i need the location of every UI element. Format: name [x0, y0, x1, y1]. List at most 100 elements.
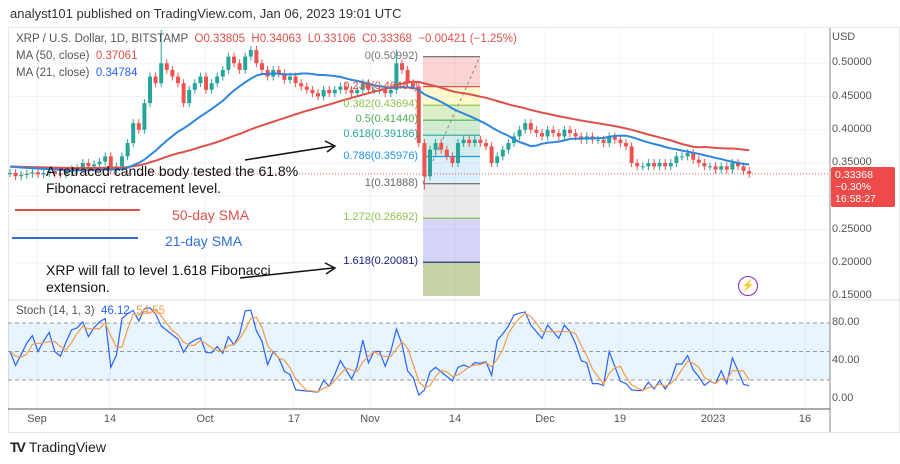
price-tick: 0.40000: [832, 122, 872, 135]
candle: [243, 56, 248, 70]
candle: [702, 163, 707, 167]
price-tick: 0.45000: [832, 89, 872, 102]
candle: [489, 146, 494, 163]
candle: [484, 143, 488, 147]
candle: [187, 89, 192, 104]
candle: [304, 86, 309, 90]
candle: [394, 63, 399, 90]
last-price-tag: 0.33368 −0.30% 16:58:27: [831, 167, 895, 207]
flash-icon[interactable]: ⚡: [738, 276, 758, 296]
candle: [736, 163, 740, 167]
candle: [556, 133, 561, 137]
candle: [52, 170, 57, 174]
candle: [125, 143, 130, 157]
candle: [506, 143, 511, 150]
published-header: analyst101 published on TradingView.com,…: [10, 6, 402, 21]
candle: [153, 76, 158, 84]
stoch-k-line: [9, 307, 750, 397]
date-tick: 14: [103, 413, 117, 425]
candle: [148, 76, 152, 104]
candle: [444, 149, 449, 157]
candle: [8, 172, 12, 174]
candle: [719, 166, 724, 170]
fib-zone: [423, 105, 480, 121]
ohlc-change: −0.00421 (−1.25%): [418, 33, 517, 45]
footer-brand: TV TradingView: [10, 439, 106, 455]
candle: [338, 86, 343, 90]
candle: [327, 89, 332, 94]
candle: [741, 166, 746, 171]
candle: [310, 89, 315, 94]
stoch-tick: 80.00: [832, 316, 860, 328]
candle: [349, 89, 354, 94]
symbol-legend: XRP / U.S. Dollar, 1D, BITSTAMP O0.33805…: [16, 33, 517, 45]
fib-zone: [423, 218, 480, 263]
candle: [540, 133, 544, 137]
candle: [652, 163, 656, 167]
candle: [562, 129, 567, 137]
candle: [220, 69, 225, 77]
candle: [366, 83, 371, 90]
date-tick: Dec: [535, 413, 555, 425]
fib-zone: [423, 183, 480, 219]
candle: [680, 156, 684, 158]
candle: [321, 89, 326, 97]
ma50-legend: MA (50, close) 0.37061: [16, 50, 137, 62]
candle: [19, 174, 24, 177]
candle: [332, 89, 337, 94]
stoch-band: [8, 323, 830, 380]
price-tick: 0.25000: [832, 222, 872, 235]
candle: [422, 143, 427, 177]
candle: [248, 49, 253, 57]
sma50-annotation: 50-day SMA: [172, 207, 250, 223]
symbol-name: XRP / U.S. Dollar, 1D, BITSTAMP: [16, 33, 189, 45]
arrow-icon: [239, 262, 337, 279]
candle: [730, 163, 735, 170]
candle: [657, 163, 662, 167]
ohlc-open: O0.33805: [194, 33, 246, 45]
candle: [159, 63, 164, 84]
price-tick: 0.50000: [832, 56, 872, 69]
ma21-line: [9, 72, 750, 172]
candle: [724, 166, 729, 170]
candle: [176, 76, 180, 84]
candle: [685, 153, 690, 157]
brand-name: TradingView: [28, 439, 106, 455]
candle: [517, 129, 522, 137]
stoch-tick: 0.00: [832, 392, 854, 404]
candle: [601, 139, 606, 144]
candle: [747, 170, 752, 174]
candle: [472, 139, 477, 144]
candle: [405, 69, 410, 84]
fib-level-label: 0.618(0.39186): [343, 128, 418, 141]
candle: [355, 89, 360, 94]
candle: [215, 76, 220, 84]
candle: [293, 76, 298, 84]
candle: [383, 89, 388, 94]
candle: [439, 143, 444, 150]
candle: [433, 143, 438, 150]
candle: [400, 63, 404, 70]
candle: [30, 172, 35, 174]
candle: [456, 143, 460, 163]
last-price: 0.33368: [835, 169, 873, 181]
candle: [170, 69, 175, 77]
candle: [411, 83, 416, 87]
candle: [142, 103, 147, 130]
candle: [523, 123, 528, 130]
date-tick: 2023: [700, 413, 726, 425]
candle: [198, 76, 203, 84]
candle: [478, 139, 483, 144]
candle: [668, 163, 673, 167]
candle: [131, 123, 136, 144]
candle: [612, 136, 617, 140]
fib-zone: [423, 262, 480, 296]
candle: [288, 76, 292, 80]
candle: [232, 56, 236, 64]
fib-zone: [423, 120, 480, 136]
fib-level-label: 0.5(0.41440): [355, 113, 418, 126]
candle: [316, 93, 320, 97]
candle: [596, 139, 600, 141]
stoch-legend: Stoch (14, 1, 3) 46.12 54.55: [16, 305, 165, 317]
